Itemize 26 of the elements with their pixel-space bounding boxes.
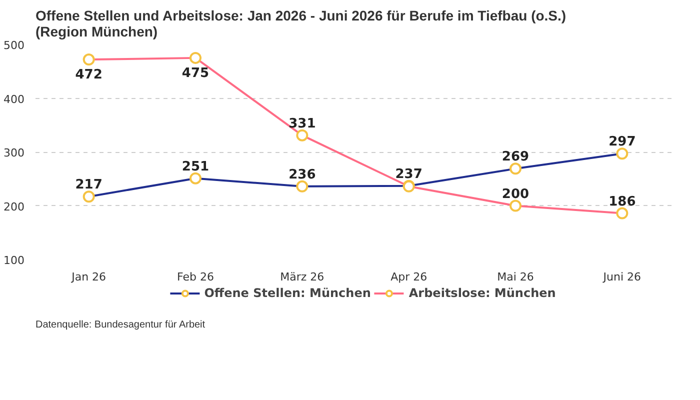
- y-tick-label: 500: [4, 39, 25, 52]
- text: Datenquelle: Bundesagentur für Arbeit: [36, 320, 206, 330]
- data-label: 472: [75, 68, 102, 83]
- data-label: 217: [75, 178, 102, 193]
- legend-label: Offene Stellen: München: [204, 286, 371, 300]
- data-label: 186: [608, 194, 636, 210]
- x-tick-label: Feb 26: [177, 270, 214, 284]
- data-label: 297: [608, 134, 636, 150]
- chart-title: Offene Stellen und Arbeitslose: Jan 2026 - Juni 2026 für Berufe im Tiefbau (o.S.) (Region München): [36, 8, 566, 40]
- legend-label: Arbeitslose: München: [408, 286, 556, 300]
- data-label: 475: [182, 66, 210, 81]
- data-label: 200: [502, 186, 530, 202]
- y-tick-label: 200: [4, 200, 25, 214]
- data-label: 237: [395, 166, 422, 182]
- y-tick-label: 100: [4, 254, 25, 267]
- x-tick-label: Jan 26: [70, 270, 106, 284]
- data-label: 269: [502, 150, 530, 165]
- y-tick-label: 400: [4, 92, 25, 106]
- x-tick-label: Apr 26: [390, 270, 428, 284]
- x-tick-label: Juni 26: [602, 270, 642, 284]
- x-tick-label: März 26: [280, 270, 324, 284]
- y-tick-label: 300: [4, 146, 25, 160]
- data-label: 236: [288, 167, 316, 182]
- data-label: 331: [288, 116, 316, 132]
- data-label: 251: [182, 159, 210, 174]
- x-tick-label: Mai 26: [497, 270, 534, 284]
